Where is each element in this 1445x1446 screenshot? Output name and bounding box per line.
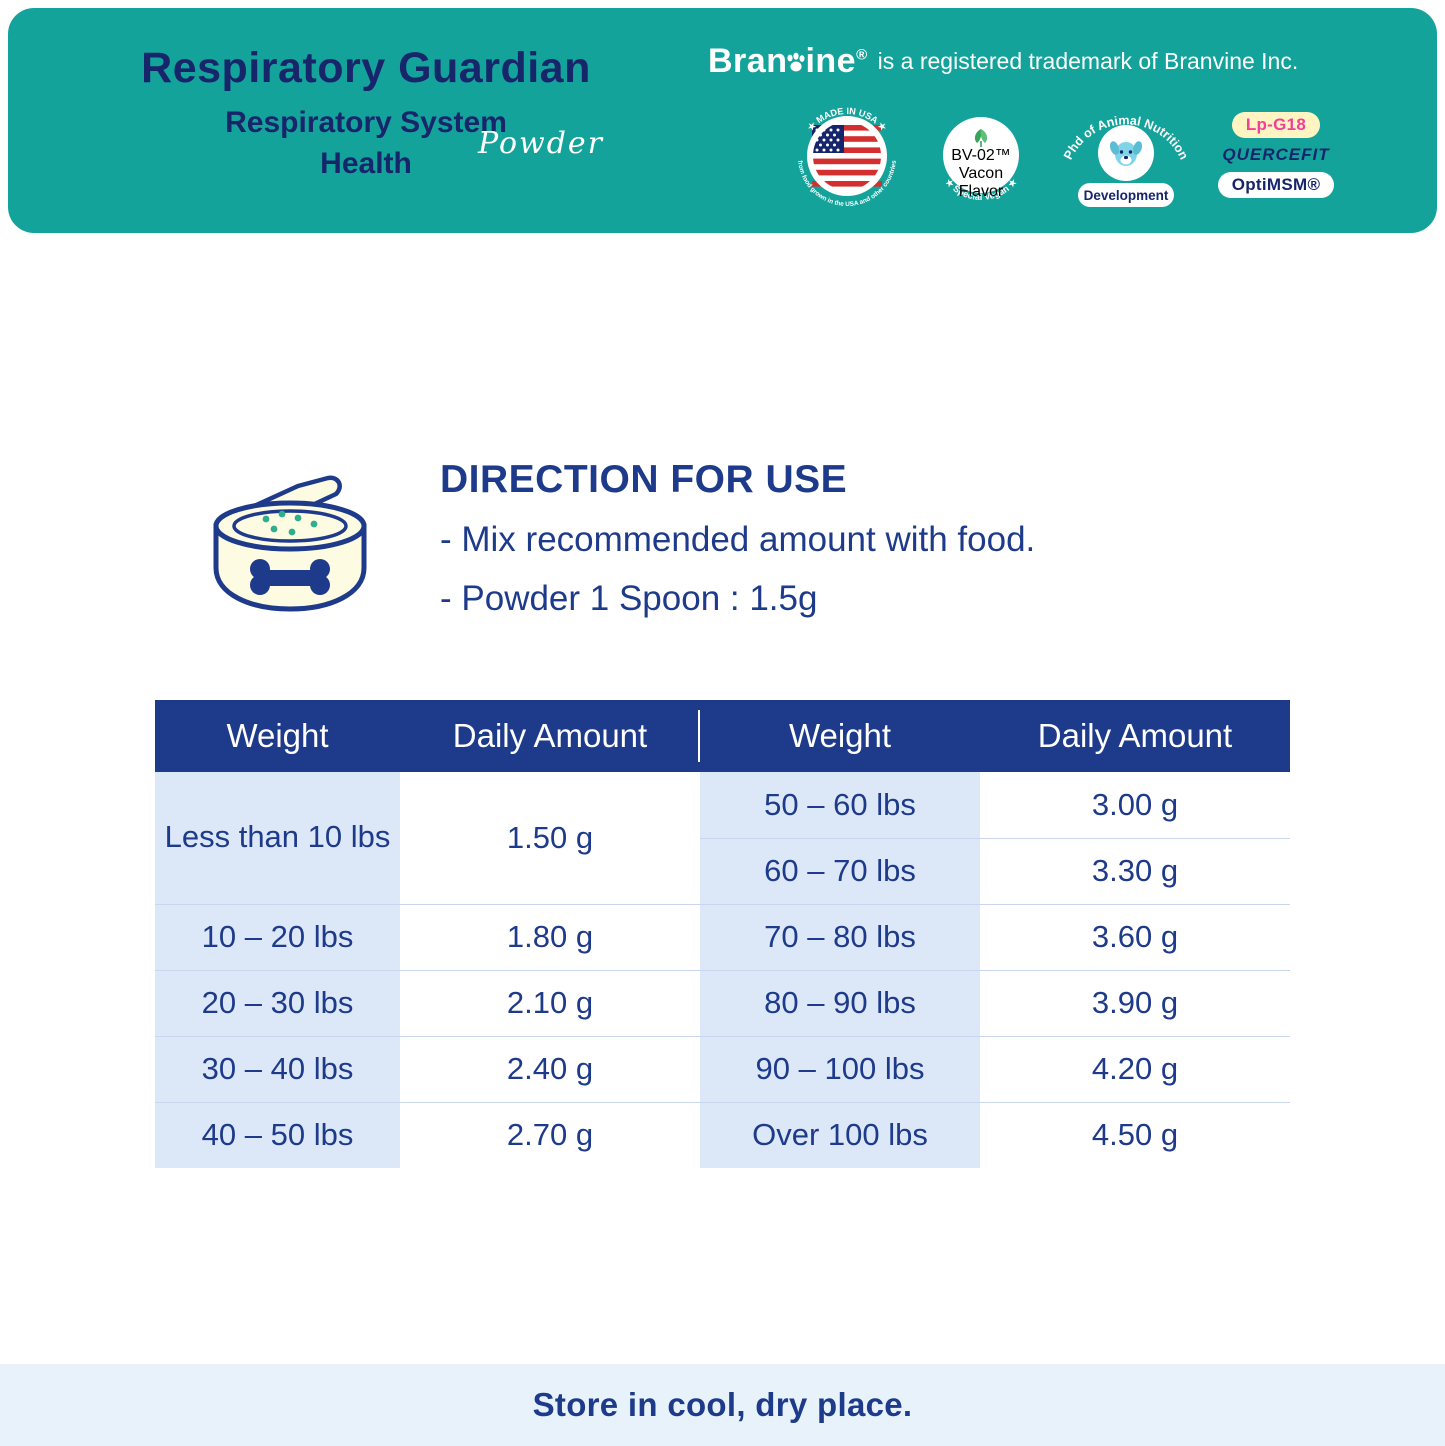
- product-subtitle-line1: Respiratory System: [225, 106, 507, 140]
- cell-amount-left-1: 1.80 g: [400, 904, 700, 971]
- direction-line-2: - Powder 1 Spoon : 1.5g: [440, 579, 818, 618]
- dosage-table-wrapper: Weight Daily Amount Weight Daily Amount …: [155, 700, 1290, 1168]
- badge-vacon-line1: BV-02™: [951, 147, 1011, 164]
- table-row: 30 – 40 lbs 2.40 g 90 – 100 lbs 4.20 g: [155, 1036, 1290, 1103]
- mark-quercefit: QUERCEFIT: [1222, 145, 1330, 164]
- product-form-label: Powder: [478, 126, 605, 161]
- product-title-block: Respiratory Guardian Respiratory System …: [46, 44, 686, 184]
- cell-weight-left-0-text: Less than 10 lbs: [164, 819, 391, 855]
- table-row: 40 – 50 lbs 2.70 g Over 100 lbs 4.50 g: [155, 1102, 1290, 1168]
- table-header-row: Weight Daily Amount Weight Daily Amount: [155, 700, 1290, 772]
- cell-amount-right-0: 3.00 g: [980, 772, 1290, 839]
- storage-instruction: Store in cool, dry place.: [532, 1386, 913, 1423]
- mark-optimsm: OptiMSM®: [1217, 172, 1335, 198]
- cell-amount-left-0: 1.50 g: [400, 772, 700, 905]
- dog-bowl-with-spoon-icon: [178, 452, 403, 629]
- direction-heading: DIRECTION FOR USE: [440, 458, 848, 501]
- column-header-weight-left: Weight: [155, 700, 400, 772]
- cell-amount-left-3: 2.40 g: [400, 1036, 700, 1103]
- paw-icon: [785, 52, 807, 74]
- cell-weight-left-0: Less than 10 lbs: [155, 772, 400, 905]
- header-banner: Respiratory Guardian Respiratory System …: [8, 8, 1437, 233]
- brand-logo-text-part2: ine: [805, 41, 857, 80]
- cell-amount-right-4: 4.20 g: [980, 1036, 1290, 1103]
- brand-logo-text-part1: Bran: [708, 41, 788, 80]
- table-row: 10 – 20 lbs 1.80 g 70 – 80 lbs 3.60 g: [155, 904, 1290, 971]
- cell-weight-right-1: 60 – 70 lbs: [700, 838, 980, 905]
- brand-logo: Bran ine®: [708, 42, 868, 81]
- mark-lp-g18: Lp-G18: [1231, 112, 1321, 138]
- direction-line-1: - Mix recommended amount with food.: [440, 520, 1036, 559]
- page-title: Respiratory Guardian: [141, 44, 591, 92]
- badge-vacon-line3: Flavor: [958, 183, 1004, 200]
- table-row: 60 – 70 lbs 3.30 g: [155, 838, 1290, 905]
- cell-amount-right-1: 3.30 g: [980, 838, 1290, 905]
- cell-amount-right-3: 3.90 g: [980, 970, 1290, 1037]
- trademark-line: Bran ine® is a registered trademark of Br…: [708, 38, 1408, 84]
- column-header-amount-right: Daily Amount: [980, 700, 1290, 772]
- cell-weight-left-4: 40 – 50 lbs: [155, 1102, 400, 1168]
- table-row: 20 – 30 lbs 2.10 g 80 – 90 lbs 3.90 g: [155, 970, 1290, 1037]
- cell-weight-left-2: 20 – 30 lbs: [155, 970, 400, 1037]
- badge-made-in-usa: ★ MADE IN USA ★ from food grown in the U…: [788, 99, 906, 211]
- badge-phd-pill: Development: [1078, 183, 1174, 207]
- leaf-icon: [974, 129, 988, 147]
- trademark-text: is a registered trademark of Branvine In…: [877, 47, 1299, 74]
- vacon-badge-ring: ★ Special Vegan ★: [943, 117, 1019, 202]
- cell-amount-left-2: 2.10 g: [400, 970, 700, 1037]
- cell-weight-right-0: 50 – 60 lbs: [700, 772, 980, 839]
- product-subtitle: Respiratory System Health: [46, 103, 686, 184]
- cell-amount-right-5: 4.50 g: [980, 1102, 1290, 1168]
- cell-weight-right-4: 90 – 100 lbs: [700, 1036, 980, 1103]
- badge-ingredient-marks: Lp-G18 QUERCEFIT OptiMSM®: [1212, 99, 1340, 211]
- product-subtitle-line2: Health: [320, 146, 412, 180]
- column-header-amount-left: Daily Amount: [400, 700, 700, 772]
- certification-badges: ★ MADE IN USA ★ from food grown in the U…: [788, 96, 1408, 214]
- registered-mark: ®: [856, 46, 868, 64]
- direction-for-use-section: DIRECTION FOR USE - Mix recommended amou…: [178, 448, 1298, 628]
- footer-banner: Store in cool, dry place.: [0, 1364, 1445, 1446]
- cell-weight-right-3: 80 – 90 lbs: [700, 970, 980, 1037]
- made-in-usa-icon: ★ MADE IN USA ★ from food grown in the U…: [796, 106, 898, 208]
- cell-amount-left-4: 2.70 g: [400, 1102, 700, 1168]
- badge-vacon-line2: Vacon: [958, 165, 1004, 182]
- column-header-weight-right: Weight: [700, 700, 980, 772]
- table-row: Less than 10 lbs 1.50 g 50 – 60 lbs 3.00…: [155, 772, 1290, 905]
- cell-weight-right-5: Over 100 lbs: [700, 1102, 980, 1168]
- cell-weight-left-3: 30 – 40 lbs: [155, 1036, 400, 1103]
- cell-weight-left-1: 10 – 20 lbs: [155, 904, 400, 971]
- cell-weight-right-2: 70 – 80 lbs: [700, 904, 980, 971]
- badge-phd-animal-nutrition: Phd of Animal Nutrition Development: [1056, 99, 1196, 211]
- cell-amount-right-2: 3.60 g: [980, 904, 1290, 971]
- dog-head-icon: [1098, 125, 1154, 181]
- dosage-table: Weight Daily Amount Weight Daily Amount …: [155, 700, 1290, 1168]
- badge-vacon-flavor: ★ Special Vegan ★ BV-02™ Vacon Flavor: [922, 99, 1040, 211]
- bone-icon: [250, 559, 330, 595]
